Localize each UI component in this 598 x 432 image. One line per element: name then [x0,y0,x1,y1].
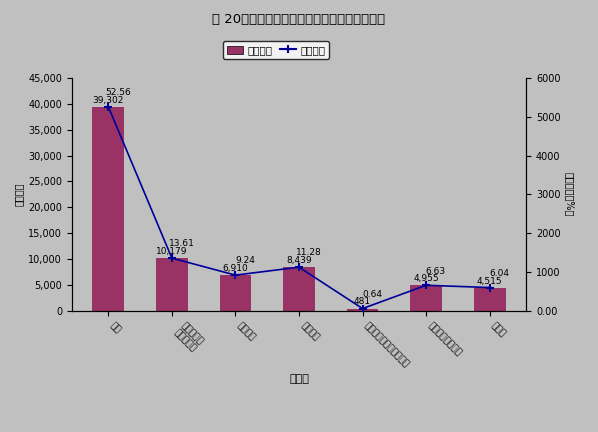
Text: 図 20　農産物の売上１位の出荷先別経営体数: 図 20 農産物の売上１位の出荷先別経営体数 [212,13,386,26]
Text: 52.56: 52.56 [105,88,131,97]
Text: 9.24: 9.24 [235,257,255,265]
Legend: 経営体数, 構成割合: 経営体数, 構成割合 [223,41,329,59]
Text: 10,179: 10,179 [156,247,188,256]
Bar [283,267,315,311]
Bar [474,288,505,311]
Text: 13.61: 13.61 [169,239,194,248]
Bar [93,107,124,311]
Text: 8,439: 8,439 [286,256,312,265]
Text: 6.63: 6.63 [426,267,446,276]
Text: 6,910: 6,910 [222,264,248,273]
Bar [410,286,442,311]
X-axis label: 出荷先: 出荷先 [289,375,309,384]
Text: 4,515: 4,515 [477,276,502,286]
Y-axis label: 構成割合（%）: 構成割合（%） [565,172,575,216]
Text: 481: 481 [354,298,371,306]
Text: 6.04: 6.04 [489,269,509,278]
Bar [156,258,188,311]
Bar [347,308,379,311]
Y-axis label: 経営体数: 経営体数 [14,183,24,206]
Bar [219,275,251,311]
Text: 0.64: 0.64 [362,290,382,299]
Text: 11.28: 11.28 [295,248,321,257]
Text: 4,955: 4,955 [413,274,439,283]
Text: 39,302: 39,302 [93,96,124,105]
